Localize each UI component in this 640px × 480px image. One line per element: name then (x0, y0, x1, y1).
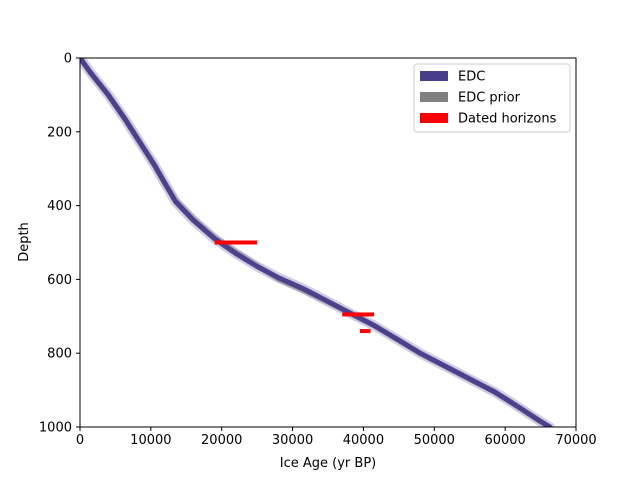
y-tick-label: 800 (47, 347, 72, 362)
plot-area (80, 58, 555, 427)
series-group (80, 58, 555, 427)
x-tick-label: 50000 (414, 433, 455, 448)
legend: EDC EDC prior Dated horizons (413, 63, 571, 133)
y-tick-label: 200 (47, 125, 72, 140)
dated-horizon-bar (214, 240, 258, 245)
axes-frame (79, 57, 577, 428)
dated-horizon-bar (342, 312, 375, 317)
legend-box (413, 63, 571, 133)
legend-swatch (420, 71, 448, 81)
legend-label: EDC prior (458, 91, 521, 106)
x-tick-label: 20000 (201, 433, 242, 448)
y-tick-label: 400 (47, 199, 72, 214)
x-tick-label: 30000 (272, 433, 313, 448)
x-tick-label: 40000 (343, 433, 384, 448)
dated-horizon-bar (359, 329, 371, 334)
y-axis-label: Depth (17, 222, 32, 262)
legend-swatch (420, 92, 448, 102)
legend-swatch (420, 113, 448, 123)
x-tick-label: 0 (76, 433, 84, 448)
x-tick-label: 60000 (484, 433, 525, 448)
y-tick-label: 0 (64, 52, 72, 67)
x-axis-label: Ice Age (yr BP) (280, 456, 376, 471)
x-tick-label: 10000 (130, 433, 171, 448)
legend-label: EDC (458, 70, 485, 85)
y-tick-label: 1000 (39, 421, 72, 436)
x-tick-label: 70000 (555, 433, 596, 448)
y-tick-label: 600 (47, 273, 72, 288)
legend-label: Dated horizons (458, 112, 557, 127)
series-line-edc (80, 58, 553, 427)
axes: Ice Age (yr BP) Depth 0 10000 20000 30000 40… (17, 52, 597, 472)
